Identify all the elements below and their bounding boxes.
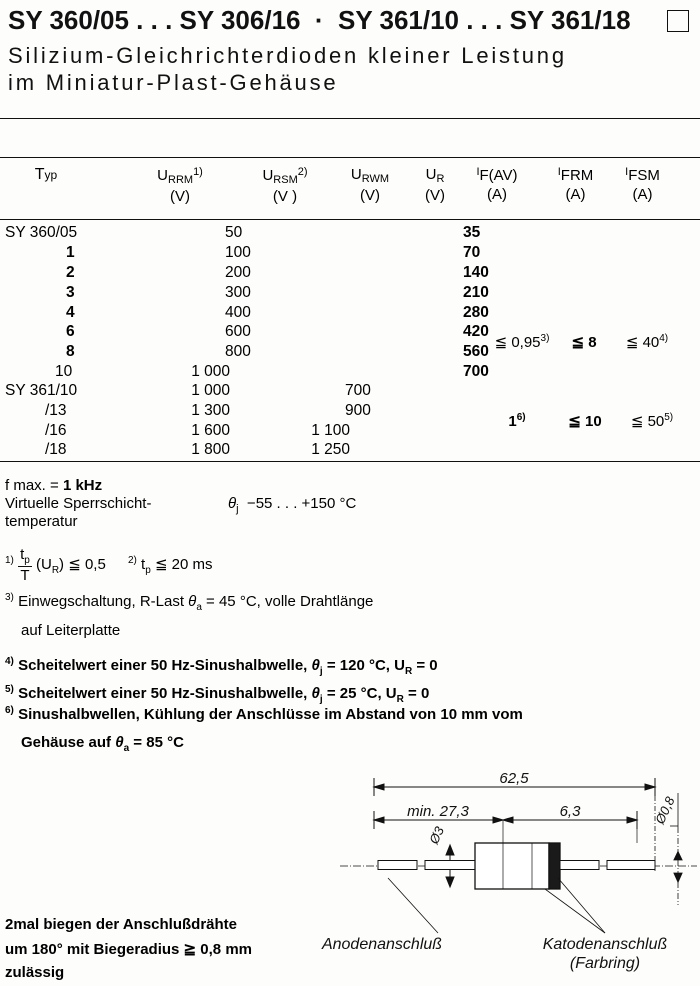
svg-text:Ø3: Ø3 <box>426 824 448 848</box>
svg-text:min. 27,3: min. 27,3 <box>407 803 469 820</box>
svg-text:6,3: 6,3 <box>560 803 582 820</box>
svg-text:Katodenanschluß: Katodenanschluß <box>543 936 668 953</box>
svg-text:Ø0,8: Ø0,8 <box>652 794 678 827</box>
svg-text:(Farbring): (Farbring) <box>570 955 640 972</box>
svg-text:62,5: 62,5 <box>499 770 529 787</box>
svg-text:Anodenanschluß: Anodenanschluß <box>321 936 442 953</box>
